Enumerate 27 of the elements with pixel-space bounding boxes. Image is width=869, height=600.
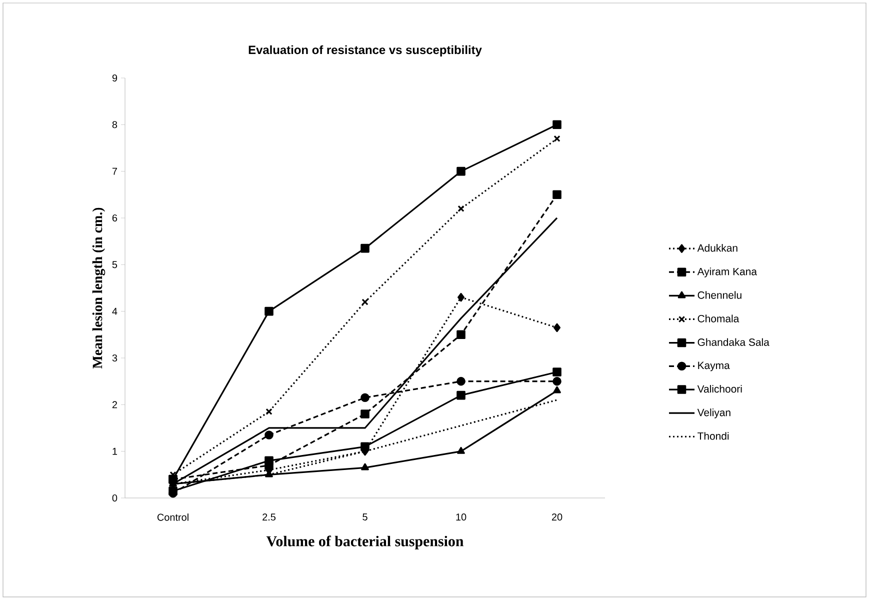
y-tick-label: 7 — [112, 168, 117, 175]
legend-label: Thondi — [698, 432, 729, 440]
y-tick-label: 6 — [112, 214, 118, 222]
legend-label: Veliyan — [697, 408, 730, 418]
legend-label: Kayma — [698, 362, 730, 372]
legend-label: Ghandaka Sala — [698, 338, 770, 346]
legend-label: Chennelu — [698, 291, 742, 299]
legend-label: Valichoori — [697, 384, 742, 393]
legend-label: Adukkan — [697, 244, 738, 252]
y-tick-label: 1 — [112, 448, 118, 455]
x-axis-title: Volume of bacterial suspension — [266, 536, 464, 550]
legend-label: Ayiram Kana — [697, 268, 757, 278]
y-tick-label: 3 — [112, 354, 118, 362]
y-tick-label: 9 — [112, 74, 118, 82]
x-tick-label: 20 — [552, 514, 562, 521]
y-tick-label: 0 — [112, 494, 118, 502]
y-tick-label: 4 — [112, 308, 118, 315]
y-tick-label: 8 — [112, 121, 118, 128]
chart-title: Evaluation of resistance vs susceptibility — [248, 45, 482, 56]
x-tick-label: 2.5 — [262, 514, 276, 521]
y-tick-label: 5 — [112, 261, 118, 268]
x-tick-label: Control — [157, 514, 188, 521]
legend-label: Chomala — [698, 314, 740, 322]
y-tick-label: 2 — [112, 401, 117, 408]
y-axis-title: Mean lesion length (in cm.) — [92, 208, 106, 369]
x-tick-label: 10 — [456, 514, 466, 521]
x-tick-label: 5 — [362, 514, 368, 520]
